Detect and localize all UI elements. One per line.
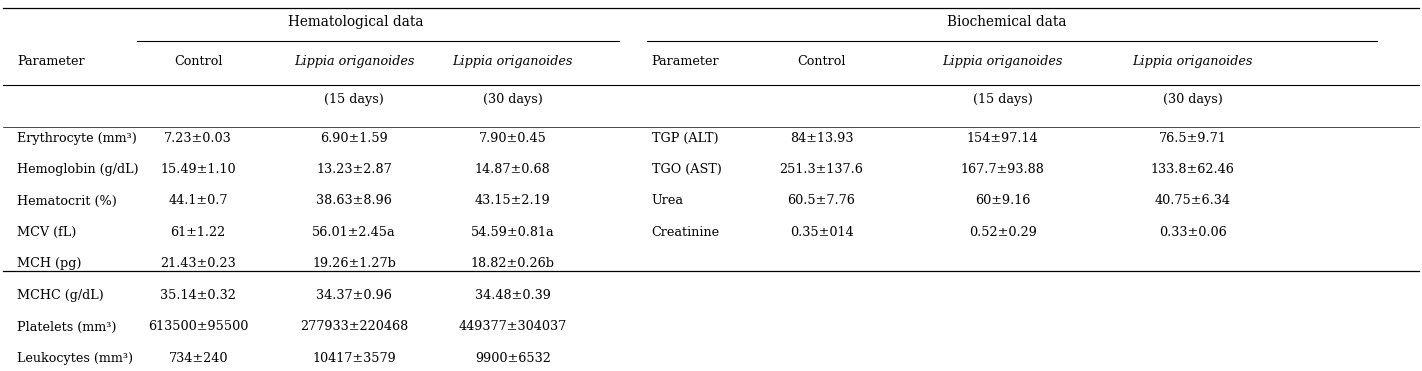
Text: Control: Control xyxy=(173,55,222,68)
Text: 6.90±1.59: 6.90±1.59 xyxy=(320,131,388,144)
Text: 613500±95500: 613500±95500 xyxy=(148,321,249,334)
Text: 154±97.14: 154±97.14 xyxy=(967,131,1038,144)
Text: 35.14±0.32: 35.14±0.32 xyxy=(161,289,236,302)
Text: 76.5±9.71: 76.5±9.71 xyxy=(1159,131,1226,144)
Text: 60±9.16: 60±9.16 xyxy=(975,194,1031,207)
Text: 7.90±0.45: 7.90±0.45 xyxy=(479,131,546,144)
Text: 14.87±0.68: 14.87±0.68 xyxy=(475,163,550,176)
Text: Hematological data: Hematological data xyxy=(287,15,424,29)
Text: 277933±220468: 277933±220468 xyxy=(300,321,408,334)
Text: Creatinine: Creatinine xyxy=(651,226,720,239)
Text: Platelets (mm³): Platelets (mm³) xyxy=(17,321,117,334)
Text: 251.3±137.6: 251.3±137.6 xyxy=(779,163,863,176)
Text: Hematocrit (%): Hematocrit (%) xyxy=(17,194,117,207)
Text: 7.23±0.03: 7.23±0.03 xyxy=(165,131,232,144)
Text: Lippia origanoides: Lippia origanoides xyxy=(452,55,573,68)
Text: 18.82±0.26b: 18.82±0.26b xyxy=(471,257,555,270)
Text: 56.01±2.45a: 56.01±2.45a xyxy=(313,226,395,239)
Text: 0.33±0.06: 0.33±0.06 xyxy=(1159,226,1226,239)
Text: Control: Control xyxy=(798,55,846,68)
Text: 21.43±0.23: 21.43±0.23 xyxy=(161,257,236,270)
Text: 0.52±0.29: 0.52±0.29 xyxy=(968,226,1037,239)
Text: Parameter: Parameter xyxy=(651,55,720,68)
Text: (15 days): (15 days) xyxy=(324,93,384,106)
Text: 734±240: 734±240 xyxy=(168,352,228,365)
Text: 34.48±0.39: 34.48±0.39 xyxy=(475,289,550,302)
Text: MCHC (g/dL): MCHC (g/dL) xyxy=(17,289,104,302)
Text: Leukocytes (mm³): Leukocytes (mm³) xyxy=(17,352,134,365)
Text: MCV (fL): MCV (fL) xyxy=(17,226,77,239)
Text: Lippia origanoides: Lippia origanoides xyxy=(943,55,1064,68)
Text: 9900±6532: 9900±6532 xyxy=(475,352,550,365)
Text: 43.15±2.19: 43.15±2.19 xyxy=(475,194,550,207)
Text: Urea: Urea xyxy=(651,194,684,207)
Text: 0.35±014: 0.35±014 xyxy=(789,226,853,239)
Text: TGP (ALT): TGP (ALT) xyxy=(651,131,718,144)
Text: (15 days): (15 days) xyxy=(973,93,1032,106)
Text: 44.1±0.7: 44.1±0.7 xyxy=(168,194,228,207)
Text: 167.7±93.88: 167.7±93.88 xyxy=(961,163,1045,176)
Text: 34.37±0.96: 34.37±0.96 xyxy=(316,289,392,302)
Text: Erythrocyte (mm³): Erythrocyte (mm³) xyxy=(17,131,137,144)
Text: Lippia origanoides: Lippia origanoides xyxy=(294,55,414,68)
Text: 61±1.22: 61±1.22 xyxy=(171,226,226,239)
Text: 19.26±1.27b: 19.26±1.27b xyxy=(311,257,395,270)
Text: 449377±304037: 449377±304037 xyxy=(458,321,567,334)
Text: Biochemical data: Biochemical data xyxy=(947,15,1066,29)
Text: 84±13.93: 84±13.93 xyxy=(789,131,853,144)
Text: 133.8±62.46: 133.8±62.46 xyxy=(1150,163,1234,176)
Text: 40.75±6.34: 40.75±6.34 xyxy=(1155,194,1230,207)
Text: Hemoglobin (g/dL): Hemoglobin (g/dL) xyxy=(17,163,138,176)
Text: 13.23±2.87: 13.23±2.87 xyxy=(316,163,392,176)
Text: Parameter: Parameter xyxy=(17,55,84,68)
Text: 15.49±1.10: 15.49±1.10 xyxy=(161,163,236,176)
Text: 60.5±7.76: 60.5±7.76 xyxy=(788,194,856,207)
Text: MCH (pg): MCH (pg) xyxy=(17,257,81,270)
Text: TGO (AST): TGO (AST) xyxy=(651,163,721,176)
Text: (30 days): (30 days) xyxy=(1163,93,1223,106)
Text: 10417±3579: 10417±3579 xyxy=(313,352,395,365)
Text: 54.59±0.81a: 54.59±0.81a xyxy=(471,226,555,239)
Text: (30 days): (30 days) xyxy=(482,93,543,106)
Text: 38.63±8.96: 38.63±8.96 xyxy=(316,194,392,207)
Text: Lippia origanoides: Lippia origanoides xyxy=(1132,55,1253,68)
